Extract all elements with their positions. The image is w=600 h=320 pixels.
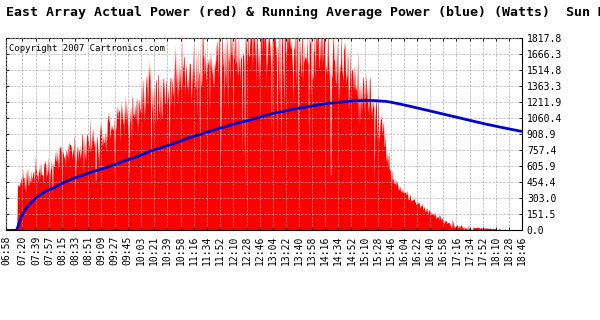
Text: Copyright 2007 Cartronics.com: Copyright 2007 Cartronics.com [8, 44, 164, 53]
Text: East Array Actual Power (red) & Running Average Power (blue) (Watts)  Sun Mar 18: East Array Actual Power (red) & Running … [6, 6, 600, 20]
